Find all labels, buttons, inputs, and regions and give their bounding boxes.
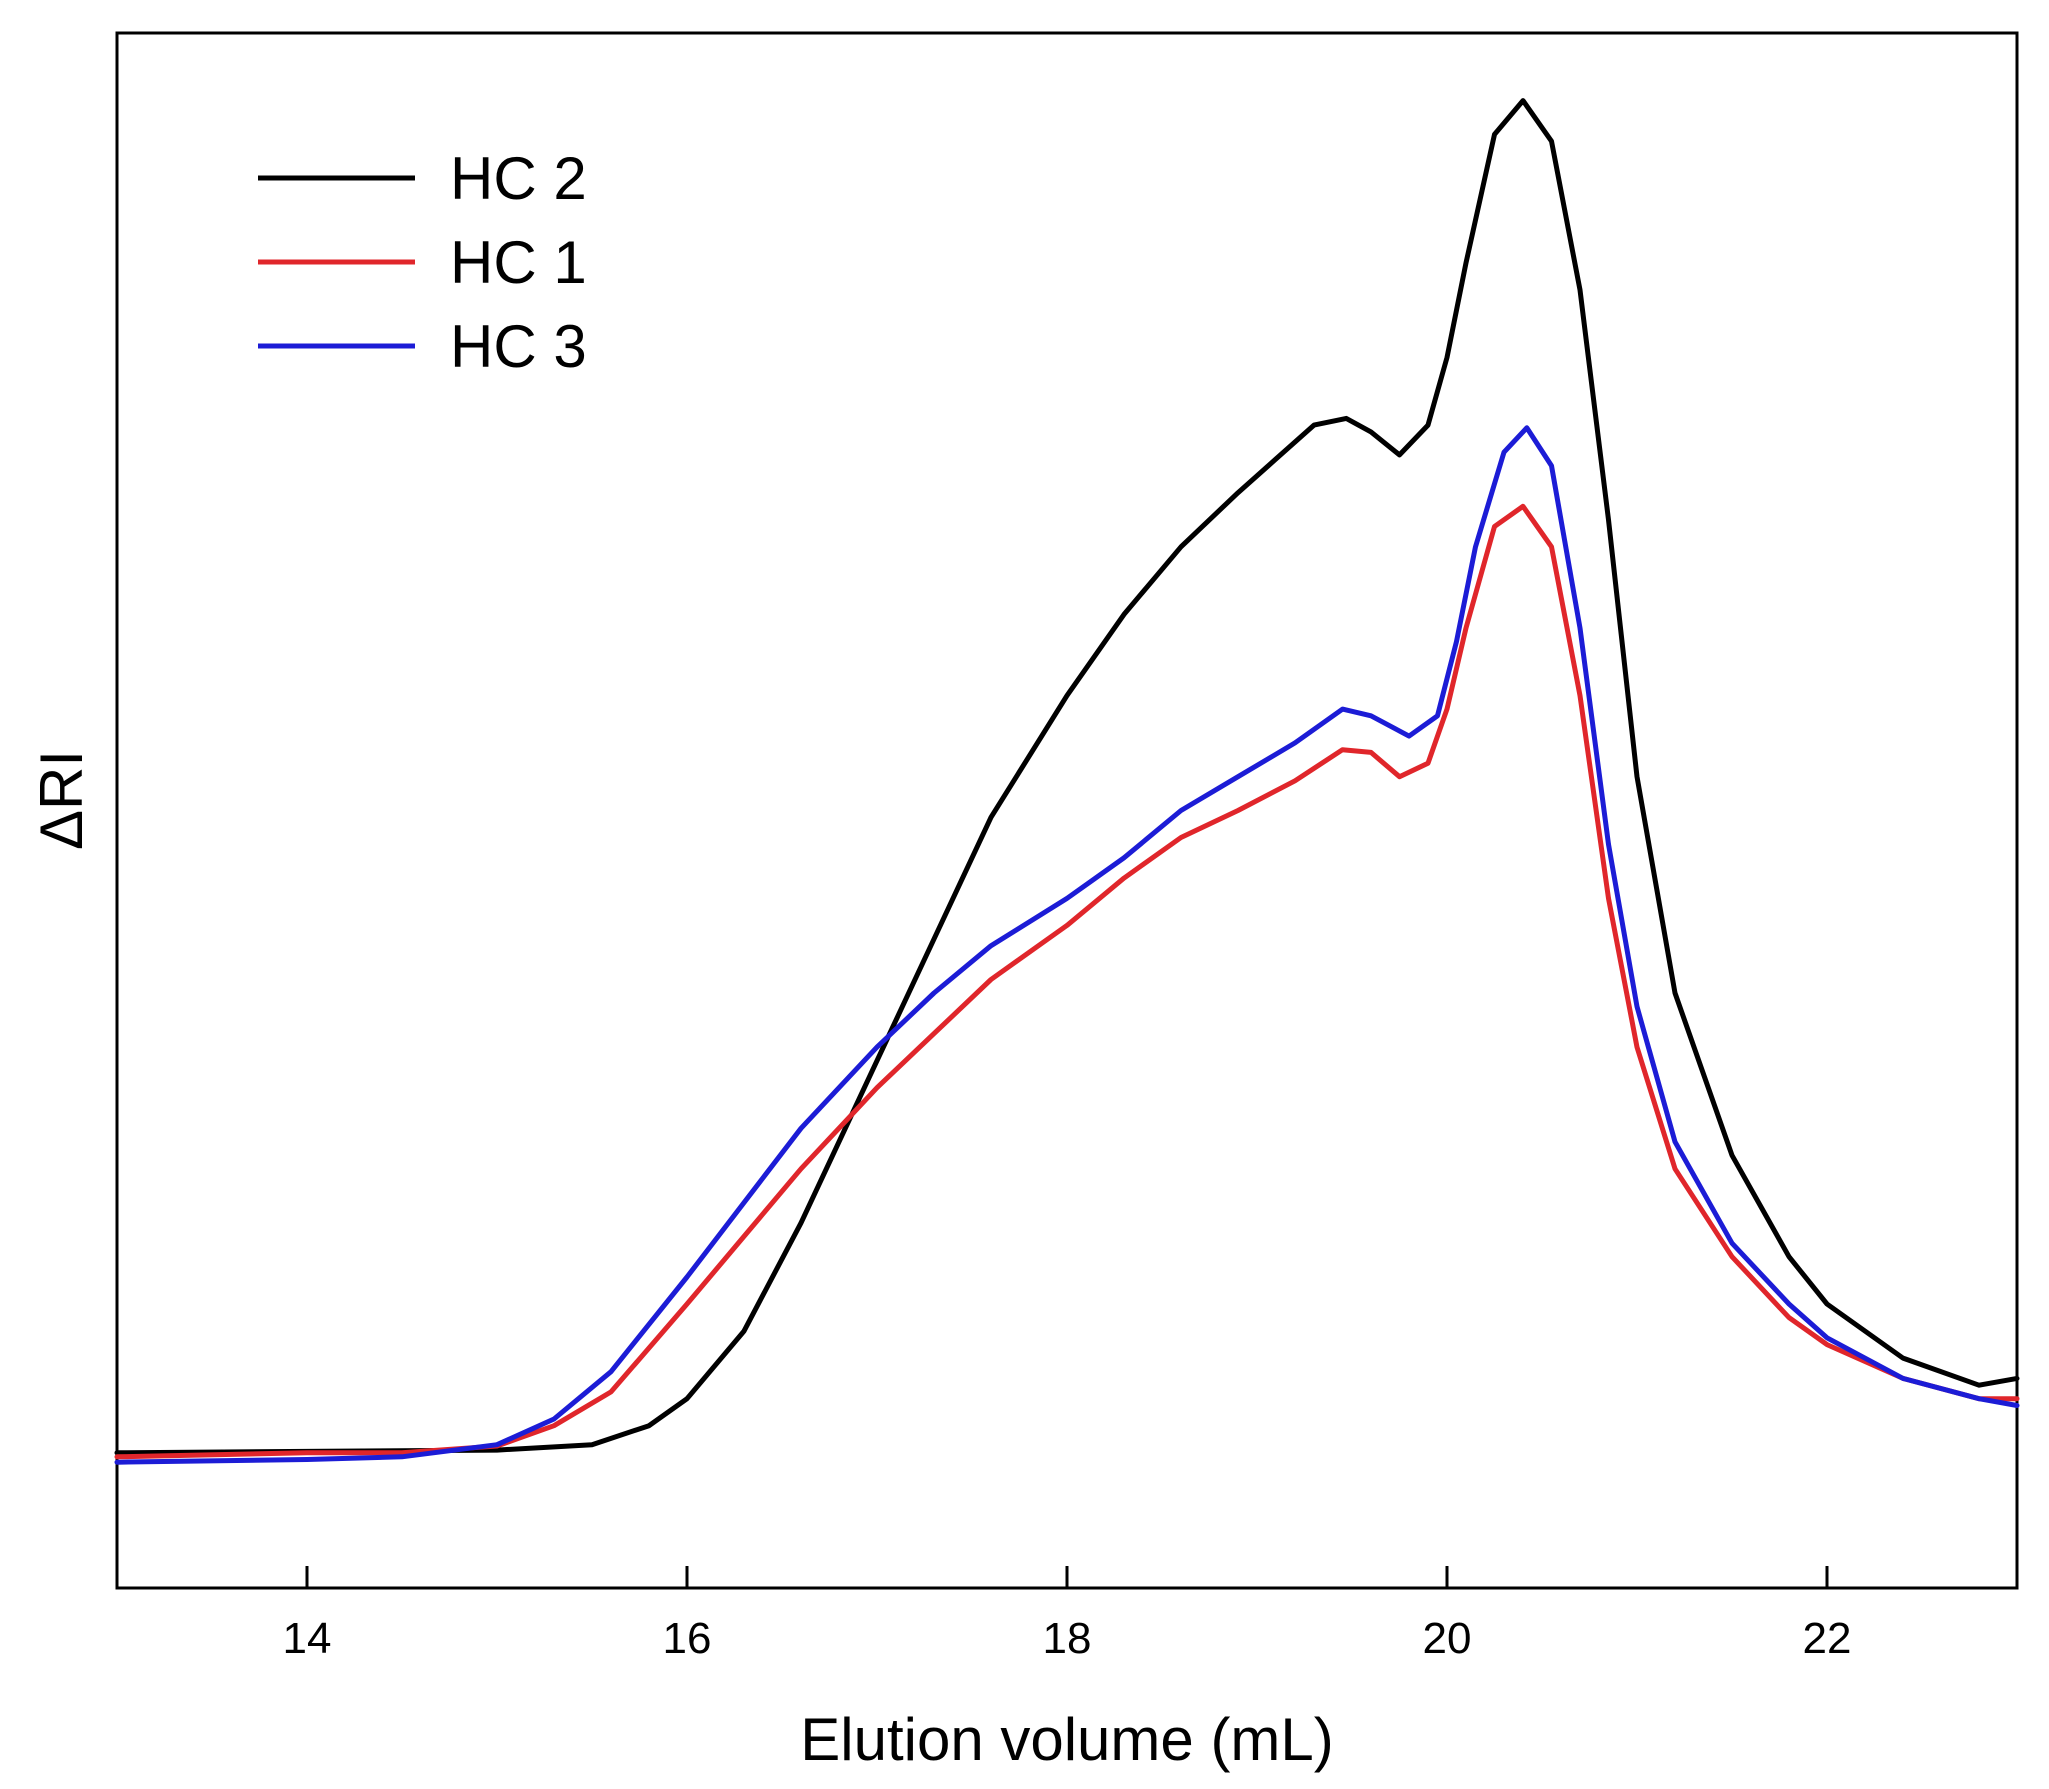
series-group [114,98,2020,1465]
legend-label-hc-2: HC 2 [450,145,587,212]
x-tick-label-22: 22 [1803,1614,1852,1663]
y-axis-label: ΔRI [28,750,95,850]
series-line-hc-1 [114,503,2020,1460]
x-tick-label-20: 20 [1423,1614,1472,1663]
x-axis-label: Elution volume (mL) [800,1706,1334,1773]
legend-label-hc-3: HC 3 [450,313,587,380]
plot-frame [115,31,2019,1590]
x-tick-label-18: 18 [1043,1614,1092,1663]
legend: HC 2 HC 1 HC 3 [258,145,587,380]
series-line-hc-3 [114,425,2020,1465]
series-line-hc-2 [114,98,2020,1456]
legend-label-hc-1: HC 1 [450,229,587,296]
x-axis-ticks: 14 16 18 20 22 [283,1566,1852,1663]
x-tick-label-14: 14 [283,1614,332,1663]
x-tick-label-16: 16 [663,1614,712,1663]
